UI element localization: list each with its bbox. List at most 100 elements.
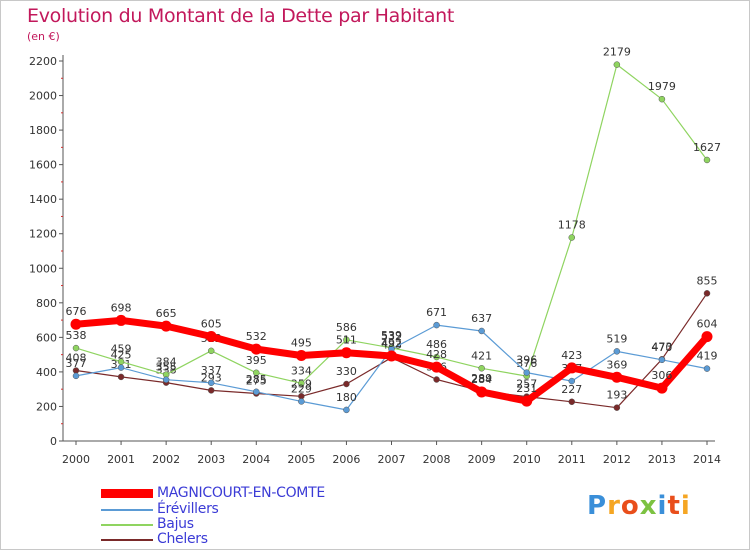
data-label: 1178 [558, 219, 586, 232]
data-label: 665 [156, 307, 177, 320]
data-point [117, 364, 125, 371]
data-label: 289 [471, 372, 492, 385]
data-label: 2179 [603, 46, 631, 59]
logo-letter: P [587, 491, 608, 521]
data-point [115, 314, 127, 326]
y-tick-label: 1200 [29, 228, 57, 241]
data-point [298, 398, 305, 405]
y-tick-label: 0 [50, 435, 57, 448]
data-point [566, 362, 578, 374]
data-point [568, 377, 576, 385]
data-point [343, 380, 350, 388]
logo-letter: i [657, 491, 668, 521]
legend-item-erevillers: Érévillers [101, 501, 421, 518]
data-point [658, 356, 666, 364]
data-label: 376 [516, 357, 537, 370]
data-point [613, 348, 621, 355]
data-point [386, 350, 397, 362]
data-label: 473 [651, 340, 672, 353]
data-point [703, 156, 711, 164]
x-tick-label: 2006 [332, 453, 360, 466]
data-label: 676 [66, 305, 87, 318]
x-tick-label: 2010 [513, 453, 541, 466]
data-point [205, 331, 217, 342]
data-point [70, 318, 82, 330]
legend-label-chelers: Chelers [157, 531, 208, 547]
data-label: 605 [201, 318, 222, 331]
data-point [160, 320, 172, 332]
legend-item-chelers: Chelers [101, 531, 421, 548]
x-tick-label: 2007 [378, 453, 406, 466]
data-label: 586 [336, 321, 357, 334]
data-label: 495 [291, 337, 312, 350]
x-tick-label: 2008 [423, 453, 451, 466]
x-tick-label: 2012 [603, 453, 631, 466]
data-point [611, 371, 623, 383]
y-tick-label: 200 [36, 400, 57, 413]
data-label: 470 [651, 341, 672, 354]
x-tick-label: 2000 [62, 453, 90, 466]
legend-item-magnicourt: MAGNICOURT-EN-COMTE [101, 485, 421, 502]
data-label: 492 [381, 337, 402, 350]
data-label: 334 [291, 364, 312, 377]
logo-letter: t [667, 491, 681, 521]
legend-swatch-erevillers [101, 509, 153, 511]
data-point [613, 61, 621, 68]
data-point [568, 234, 576, 241]
data-label: 511 [336, 334, 357, 347]
data-point [613, 404, 621, 411]
data-label: 428 [426, 348, 447, 361]
logo-letter: o [620, 491, 640, 521]
data-label: 425 [111, 349, 132, 362]
data-point [162, 376, 170, 383]
data-label: 306 [651, 369, 672, 382]
x-tick-label: 2003 [197, 453, 225, 466]
data-point [703, 290, 711, 297]
data-label: 486 [426, 338, 447, 351]
data-label: 1627 [693, 141, 721, 154]
data-point [207, 379, 215, 387]
data-label: 285 [246, 373, 267, 386]
y-tick-label: 1000 [29, 262, 57, 275]
data-label: 419 [697, 350, 718, 363]
legend-swatch-magnicourt [101, 489, 153, 498]
data-point [703, 365, 711, 372]
data-label: 293 [201, 371, 222, 384]
data-point [656, 382, 668, 394]
data-point [253, 388, 260, 396]
data-label: 395 [246, 354, 267, 367]
legend-label-erevillers: Érévillers [157, 501, 219, 517]
y-tick-label: 2200 [29, 55, 57, 68]
data-point [250, 343, 262, 355]
data-label: 377 [66, 357, 87, 370]
data-label: 396 [516, 354, 537, 367]
data-point [523, 369, 530, 376]
data-label: 1979 [648, 80, 676, 93]
y-tick-label: 1800 [29, 124, 57, 137]
legend-item-bajus: Bajus [101, 516, 421, 533]
data-label: 637 [471, 312, 492, 325]
legend-label-magnicourt: MAGNICOURT-EN-COMTE [157, 485, 325, 501]
data-label: 423 [561, 349, 582, 362]
data-point [658, 95, 666, 103]
data-label: 355 [156, 361, 177, 374]
data-point [72, 344, 80, 352]
data-label: 257 [516, 378, 537, 391]
data-label: 369 [606, 358, 627, 371]
data-label: 538 [66, 329, 87, 342]
data-point [298, 380, 305, 387]
chart-unit-label: (en €) [27, 30, 60, 43]
data-label: 231 [516, 382, 537, 395]
logo-letter: x [639, 491, 658, 521]
x-tick-label: 2001 [107, 453, 135, 466]
y-tick-label: 600 [36, 331, 57, 344]
data-label: 671 [426, 306, 447, 319]
data-point [340, 347, 352, 359]
data-label: 180 [336, 391, 357, 404]
data-label: 330 [336, 365, 357, 378]
data-label: 384 [156, 356, 177, 369]
data-point [433, 321, 440, 329]
y-tick-label: 1400 [29, 193, 57, 206]
x-tick-label: 2014 [693, 453, 721, 466]
